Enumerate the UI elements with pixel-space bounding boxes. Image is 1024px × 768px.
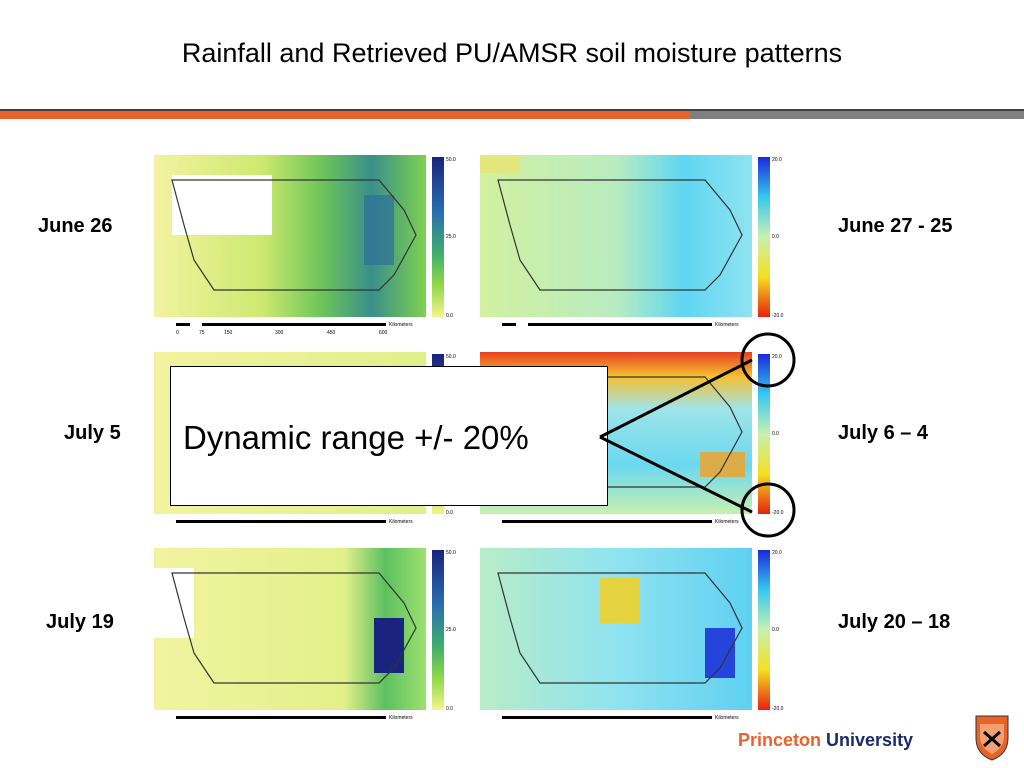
rule-gray-band <box>690 111 1024 119</box>
scalebar-tick: 450 <box>327 330 336 336</box>
wet-patch <box>705 628 735 678</box>
row3-left-label: July 19 <box>46 611 114 633</box>
callout-box: Dynamic range +/- 20% <box>170 366 608 506</box>
scalebar-unit: Kilometers <box>715 322 739 328</box>
rain-cbar-max: 50.0 <box>446 354 456 360</box>
rainfall-map-june-26: 50.0 25.0 0.0 Kilometers 0 75 150 300 45… <box>154 155 456 336</box>
state-border <box>171 572 417 684</box>
sm-cbar-max: 20.0 <box>772 550 782 556</box>
rain-colorbar <box>432 157 444 317</box>
soil-moisture-map-june-27: 20.0 0.0 -20.0 Kilometers <box>480 155 784 328</box>
callout-line-top <box>599 358 753 439</box>
sm-cbar-mid: 0.0 <box>772 234 779 240</box>
scalebar <box>502 520 712 523</box>
rain-cbar-mid: 25.0 <box>446 234 456 240</box>
sm-cbar-min: -20.0 <box>772 706 784 712</box>
princeton-shield-icon <box>975 715 1009 761</box>
rain-cbar-min: 0.0 <box>446 313 453 319</box>
scalebar <box>176 520 386 523</box>
scalebar-unit: Kilometers <box>715 715 739 721</box>
scalebar-tick: 150 <box>224 330 233 336</box>
princeton-logo-text: Princeton University <box>738 730 913 751</box>
highlight-circle-top <box>740 332 796 388</box>
state-border <box>497 572 743 684</box>
sm-colorbar <box>758 550 770 710</box>
sm-cbar-min: -20.0 <box>772 313 784 319</box>
scalebar-gap <box>516 323 528 326</box>
soil-moisture-map-july-20: 20.0 0.0 -20.0 Kilometers <box>480 548 784 721</box>
no-data-area <box>172 175 272 235</box>
sm-cbar-min: -20.0 <box>772 510 784 516</box>
rainfall-map-july-19: 50.0 25.0 0.0 Kilometers <box>154 548 456 721</box>
scalebar-unit: Kilometers <box>389 322 413 328</box>
state-border <box>497 179 743 291</box>
logo-princeton: Princeton <box>738 730 822 750</box>
row2-left-label: July 5 <box>64 422 121 444</box>
scalebar-gap <box>190 323 202 326</box>
row1-left-label: June 26 <box>38 215 113 237</box>
rain-cbar-min: 0.0 <box>446 510 453 516</box>
scalebar-tick: 600 <box>379 330 388 336</box>
rain-cbar-mid: 25.0 <box>446 627 456 633</box>
scalebar-unit: Kilometers <box>389 519 413 525</box>
scalebar-tick: 75 <box>199 330 205 336</box>
heavy-rain-patch <box>364 195 394 265</box>
sm-cbar-mid: 0.0 <box>772 627 779 633</box>
sm-cbar-max: 20.0 <box>772 157 782 163</box>
dry-patch <box>700 452 745 477</box>
highlight-circle-bottom <box>740 482 796 538</box>
rule-dark-line <box>0 109 1024 111</box>
sm-colorbar <box>758 354 770 514</box>
scalebar <box>502 323 712 326</box>
sm-cbar-mid: 0.0 <box>772 431 779 437</box>
callout-text: Dynamic range +/- 20% <box>183 419 529 456</box>
logo-university: University <box>826 730 914 750</box>
scalebar-unit: Kilometers <box>389 715 413 721</box>
rule-orange-band <box>0 111 690 119</box>
rain-cbar-max: 50.0 <box>446 157 456 163</box>
rain-colorbar <box>432 550 444 710</box>
row3-right-label: July 20 – 18 <box>838 611 951 633</box>
title-rule <box>0 109 1024 119</box>
dry-patch <box>600 578 640 623</box>
callout-line-bottom <box>599 435 753 514</box>
scalebar <box>176 323 386 326</box>
row1-right-label: June 27 - 25 <box>838 215 953 237</box>
scalebar-unit: Kilometers <box>715 519 739 525</box>
scalebar-tick: 300 <box>275 330 284 336</box>
dry-patch <box>480 155 520 173</box>
scalebar-tick: 0 <box>176 330 179 336</box>
slide-title: Rainfall and Retrieved PU/AMSR soil mois… <box>181 38 843 68</box>
rain-cbar-max: 50.0 <box>446 550 456 556</box>
sm-cbar-max: 20.0 <box>772 354 782 360</box>
state-border <box>171 179 417 291</box>
scalebar <box>176 716 386 719</box>
rain-cbar-min: 0.0 <box>446 706 453 712</box>
row2-right-label: July 6 – 4 <box>838 422 929 444</box>
heavy-rain-patch <box>374 618 404 673</box>
sm-colorbar <box>758 157 770 317</box>
scalebar <box>502 716 712 719</box>
